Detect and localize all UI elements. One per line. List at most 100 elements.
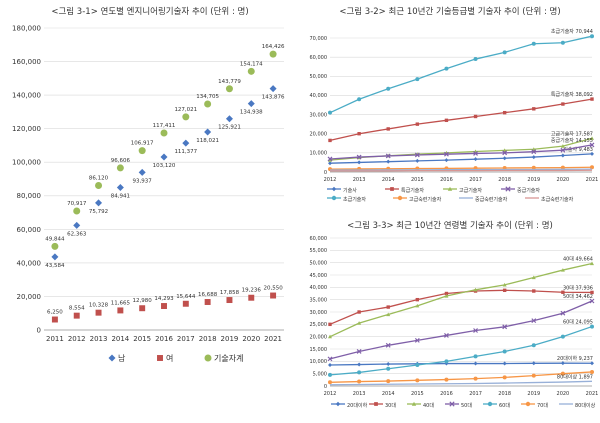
data-point bbox=[590, 165, 594, 170]
series-line-6 bbox=[329, 371, 593, 383]
data-point bbox=[414, 152, 420, 158]
y-tick-label: 35,000 bbox=[310, 297, 328, 303]
data-point bbox=[473, 287, 478, 292]
x-tick-label: 2013 bbox=[90, 335, 108, 343]
data-point bbox=[270, 292, 277, 299]
chart-3-svg: <그림 3-3> 최근 10년간 연령별 기술자 추이 (단위 : 명) 0 5,… bbox=[310, 220, 599, 409]
x-tick-label: 2012 bbox=[68, 335, 86, 343]
legend-label: 고급기술자 bbox=[459, 187, 482, 194]
x-tick-label: 2013 bbox=[353, 177, 366, 183]
data-point bbox=[160, 129, 168, 137]
data-label: 154,174 bbox=[240, 61, 263, 67]
data-point bbox=[473, 328, 478, 333]
data-point bbox=[560, 40, 565, 45]
legend-marker bbox=[449, 401, 455, 407]
legend-marker bbox=[374, 402, 378, 406]
series-line-4 bbox=[329, 144, 593, 160]
data-point bbox=[357, 321, 362, 325]
data-point bbox=[225, 115, 233, 123]
series-end-label: 특급기술자 38,092 bbox=[551, 91, 593, 98]
data-point bbox=[473, 354, 478, 359]
data-point bbox=[502, 349, 507, 354]
data-point bbox=[160, 153, 168, 161]
legend-marker bbox=[331, 195, 337, 201]
data-point bbox=[357, 370, 362, 375]
legend-marker bbox=[447, 186, 453, 191]
y-tick-label: 0 bbox=[324, 170, 327, 176]
x-tick-label: 2013 bbox=[353, 391, 366, 397]
data-point bbox=[247, 67, 255, 75]
data-point bbox=[139, 305, 146, 312]
data-point bbox=[590, 97, 594, 101]
legend-label: 여 bbox=[166, 353, 173, 363]
data-point bbox=[560, 310, 566, 316]
data-point bbox=[415, 378, 420, 383]
data-point bbox=[560, 371, 565, 376]
data-label: 96,606 bbox=[111, 158, 131, 164]
data-point bbox=[444, 377, 449, 382]
series-line-6 bbox=[329, 166, 593, 170]
data-point bbox=[590, 34, 594, 39]
legend-marker bbox=[411, 401, 417, 406]
data-label: 14,293 bbox=[154, 296, 174, 302]
data-point bbox=[590, 361, 594, 366]
data-point bbox=[560, 165, 565, 170]
data-point bbox=[328, 110, 332, 115]
data-point bbox=[531, 373, 536, 378]
y-tick-label: 180,000 bbox=[12, 24, 41, 32]
data-point bbox=[204, 299, 211, 305]
series-end-label: 40대 49,664 bbox=[563, 255, 593, 262]
y-tick-label: 40,000 bbox=[17, 259, 42, 267]
data-point bbox=[589, 298, 595, 304]
legend-label: 남 bbox=[118, 354, 126, 363]
data-point bbox=[51, 242, 59, 250]
series-line-4 bbox=[329, 300, 593, 360]
data-label: 134,705 bbox=[196, 94, 219, 100]
legend-label: 중급기술자 bbox=[517, 187, 540, 194]
x-tick-label: 2015 bbox=[133, 335, 151, 343]
chart-engineers-by-age: <그림 3-3> 최근 10년간 연령별 기술자 추이 (단위 : 명) 0 5,… bbox=[298, 214, 600, 419]
data-point bbox=[226, 297, 233, 304]
data-point bbox=[415, 303, 420, 308]
legend-label: 기술자계 bbox=[214, 353, 243, 363]
data-label: 111,377 bbox=[174, 149, 197, 155]
data-point bbox=[73, 312, 80, 319]
y-tick-label: 20,000 bbox=[17, 293, 42, 301]
x-tick-label: 2016 bbox=[440, 177, 453, 183]
data-point bbox=[161, 303, 167, 309]
data-label: 106,917 bbox=[131, 141, 154, 147]
legend-label: 20대이하 bbox=[347, 402, 368, 409]
data-point bbox=[444, 118, 449, 123]
data-point bbox=[502, 288, 507, 292]
y-tick-label: 25,000 bbox=[310, 322, 328, 328]
x-tick-label: 2020 bbox=[242, 335, 260, 343]
data-point bbox=[182, 139, 190, 147]
y-tick-label: 10,000 bbox=[310, 359, 328, 365]
data-point bbox=[73, 221, 81, 229]
data-label: 84,941 bbox=[111, 193, 130, 199]
legend-marker bbox=[108, 354, 116, 362]
chart-3-title: <그림 3-3> 최근 10년간 연령별 기술자 추이 (단위 : 명) bbox=[347, 220, 553, 231]
data-point bbox=[328, 334, 332, 339]
data-point bbox=[532, 107, 536, 111]
data-point bbox=[532, 289, 536, 293]
data-point bbox=[51, 316, 58, 323]
data-point bbox=[385, 153, 391, 159]
series-line-5 bbox=[329, 35, 593, 114]
data-point bbox=[531, 275, 536, 280]
data-point bbox=[560, 268, 565, 272]
data-point bbox=[328, 380, 332, 385]
data-point bbox=[561, 102, 565, 106]
legend-label: 50대 bbox=[461, 402, 472, 409]
data-point bbox=[386, 379, 391, 384]
x-tick-label: 2016 bbox=[155, 335, 173, 343]
x-tick-label: 2020 bbox=[557, 391, 570, 397]
data-point bbox=[444, 333, 449, 338]
data-point bbox=[204, 128, 212, 136]
data-label: 6,250 bbox=[47, 310, 63, 316]
data-point bbox=[357, 379, 362, 384]
legend-marker bbox=[390, 187, 394, 191]
data-point bbox=[502, 150, 508, 156]
y-tick-label: 60,000 bbox=[310, 236, 328, 242]
data-point bbox=[415, 122, 420, 126]
